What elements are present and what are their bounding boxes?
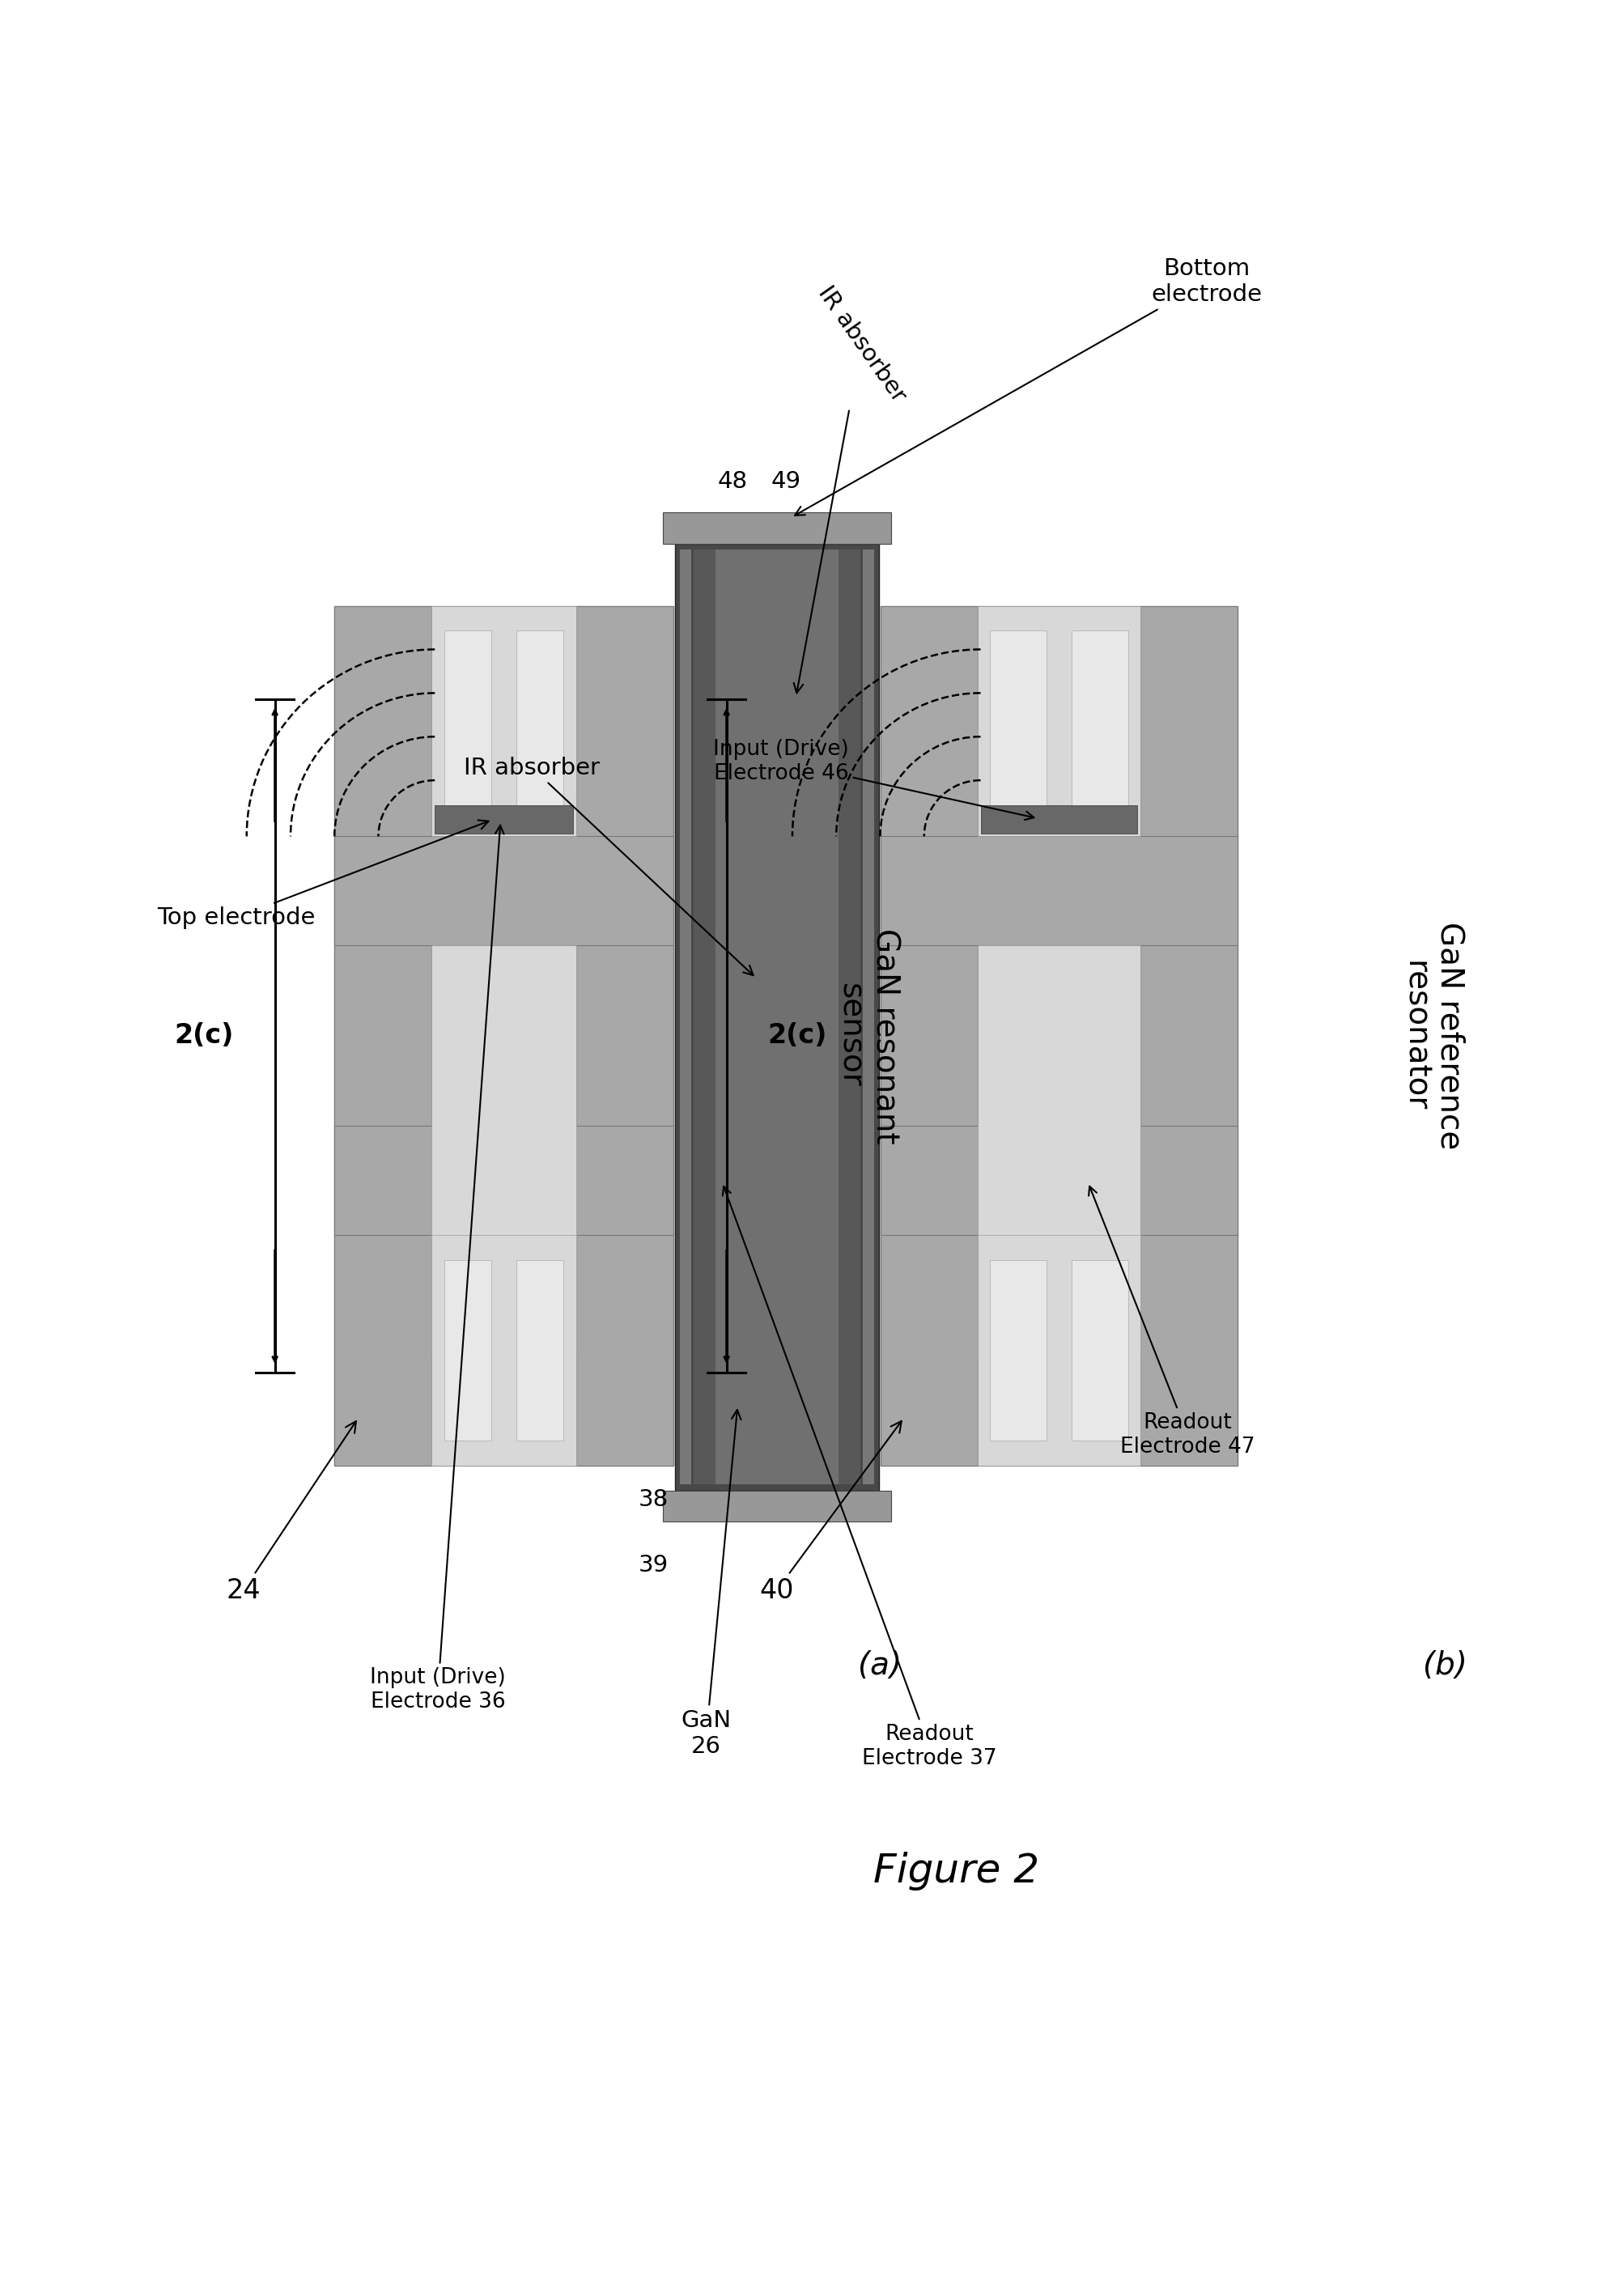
Bar	[444, 1261, 491, 1442]
Text: Top electrode: Top electrode	[157, 820, 488, 928]
Text: 40: 40	[759, 1421, 902, 1603]
Bar	[694, 549, 860, 1486]
Text: Readout
Electrode 37: Readout Electrode 37	[723, 1187, 996, 1768]
Bar	[1140, 606, 1238, 1465]
Bar	[435, 806, 573, 833]
Bar	[516, 631, 563, 810]
Text: GaN resonant
sensor: GaN resonant sensor	[834, 928, 900, 1143]
Bar	[715, 549, 839, 1486]
Bar	[989, 631, 1046, 810]
Bar	[431, 1235, 576, 1465]
Text: Input (Drive)
Electrode 36: Input (Drive) Electrode 36	[370, 824, 506, 1713]
Bar	[680, 549, 691, 1486]
Bar	[1072, 631, 1127, 810]
Bar	[334, 606, 431, 1465]
Bar	[516, 1261, 563, 1442]
Text: 49: 49	[770, 471, 801, 494]
Text: GaN
26: GaN 26	[681, 1410, 741, 1759]
Bar	[881, 606, 978, 1465]
Bar	[431, 946, 576, 1357]
Text: IR absorber: IR absorber	[793, 282, 910, 693]
Bar	[444, 631, 491, 810]
Text: (b): (b)	[1422, 1651, 1466, 1681]
Bar	[863, 549, 874, 1486]
Bar	[431, 606, 576, 836]
Bar	[1072, 1261, 1127, 1442]
Bar	[334, 1125, 673, 1235]
Text: GaN reference
resonator: GaN reference resonator	[1400, 923, 1465, 1150]
Text: 24: 24	[227, 1421, 357, 1603]
Bar	[662, 512, 892, 544]
Text: 39: 39	[639, 1554, 668, 1577]
Text: Figure 2: Figure 2	[874, 1851, 1040, 1890]
Text: IR absorber: IR absorber	[464, 755, 753, 976]
Bar	[978, 1235, 1140, 1465]
Bar	[881, 606, 1238, 1465]
Bar	[989, 1261, 1046, 1442]
Bar	[981, 806, 1137, 833]
Text: 2(c): 2(c)	[175, 1022, 234, 1049]
Text: (a): (a)	[858, 1651, 902, 1681]
Bar	[576, 606, 673, 1465]
Bar	[334, 836, 673, 946]
Text: 38: 38	[639, 1488, 668, 1511]
Bar	[881, 836, 1238, 946]
Bar	[881, 1125, 1238, 1235]
Text: Readout
Electrode 47: Readout Electrode 47	[1088, 1187, 1255, 1458]
Bar	[978, 606, 1140, 836]
Bar	[662, 1490, 892, 1522]
Bar	[978, 946, 1140, 1357]
Text: 2(c): 2(c)	[767, 1022, 827, 1049]
Text: 48: 48	[719, 471, 748, 494]
Bar	[675, 544, 879, 1490]
Text: Input (Drive)
Electrode 46: Input (Drive) Electrode 46	[714, 739, 1033, 820]
Bar	[334, 606, 673, 1465]
Text: Bottom
electrode: Bottom electrode	[795, 257, 1262, 514]
